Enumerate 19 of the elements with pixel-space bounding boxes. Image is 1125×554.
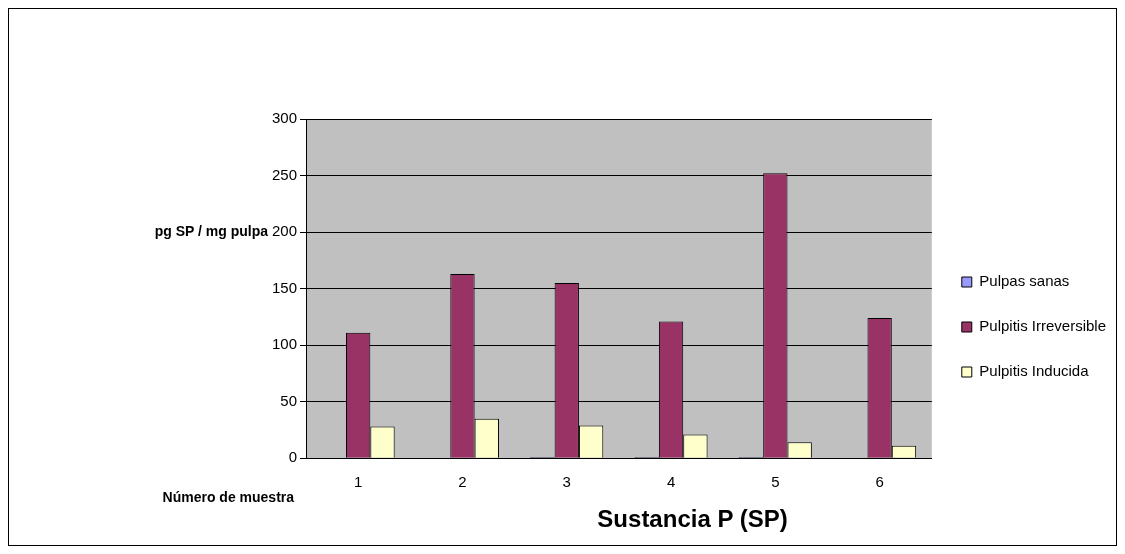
legend-label: Pulpitis Irreversible [979, 317, 1107, 335]
x-tick-label: 1 [354, 473, 363, 491]
legend-label: Pulpas sanas [979, 272, 1070, 290]
x-tick-label: 5 [771, 473, 780, 491]
x-tick-label: 6 [875, 473, 884, 491]
y-tick-label: 50 [280, 391, 298, 409]
y-tick-label: 0 [288, 448, 298, 466]
y-tick-label: 100 [272, 335, 298, 353]
x-tick-label: 2 [458, 473, 467, 491]
y-tick-label: 200 [272, 222, 298, 240]
y-tick-label: 300 [272, 109, 298, 127]
y-tick-label: 150 [272, 278, 298, 296]
x-axis-title: Número de muestra [162, 489, 295, 506]
legend-label: Pulpitis Inducida [979, 362, 1090, 380]
y-axis-title: pg SP / mg pulpa [154, 222, 269, 239]
x-tick-label: 4 [666, 473, 676, 491]
text: Sustancia P (SP) [597, 505, 788, 533]
y-tick-label: 250 [272, 165, 298, 183]
x-tick-label: 3 [562, 473, 571, 491]
